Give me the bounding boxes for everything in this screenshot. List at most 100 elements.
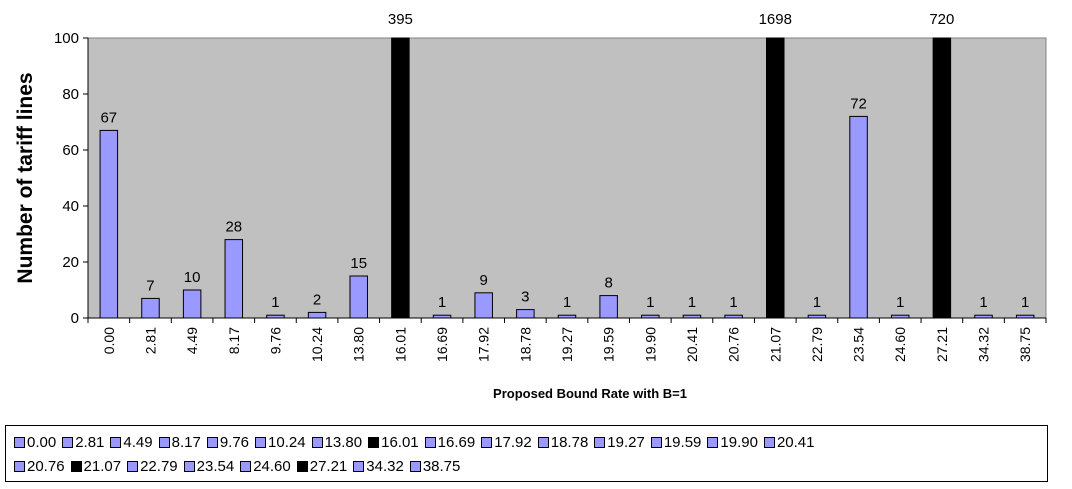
legend-swatch	[127, 460, 139, 472]
legend-label: 20.41	[776, 434, 815, 451]
legend-item-19.59: 19.59	[650, 431, 701, 455]
legend-label: 10.24	[268, 434, 306, 451]
bar-4.49	[182, 289, 202, 319]
legend-item-16.01: 16.01	[368, 431, 419, 455]
legend-label: 19.90	[720, 434, 758, 451]
legend-label: 23.54	[196, 458, 235, 475]
legend-swatch	[206, 436, 218, 448]
data-label: 1	[1021, 294, 1029, 311]
legend-item-18.78: 18.78	[537, 431, 589, 455]
y-axis-title: Number of tariff lines	[14, 72, 37, 283]
data-label: 1	[646, 294, 654, 311]
x-tick-label: 19.59	[601, 327, 617, 362]
data-label: 1	[813, 294, 821, 311]
legend-swatch	[62, 436, 74, 448]
bar-22.79	[807, 314, 827, 319]
legend-label: 19.27	[607, 434, 645, 451]
x-tick-label: 27.21	[934, 327, 950, 362]
legend-swatch	[255, 436, 267, 448]
legend-item-38.75: 38.75	[409, 455, 461, 479]
legend-label: 18.78	[550, 434, 589, 451]
x-tick-label: 19.27	[559, 327, 575, 362]
bar-20.76	[724, 314, 743, 319]
legend-item-34.32: 34.32	[353, 455, 404, 479]
data-label: 2	[313, 291, 321, 308]
x-tick-label: 17.92	[476, 327, 492, 362]
legend-item-24.60: 24.60	[240, 455, 291, 479]
legend-swatch	[481, 436, 493, 448]
x-tick-label: 16.69	[434, 327, 450, 362]
legend-item-17.92: 17.92	[481, 431, 532, 455]
legend-label: 16.01	[381, 434, 419, 451]
legend-item-16.69: 16.69	[424, 431, 476, 455]
data-label: 1	[688, 294, 696, 311]
x-tick-label: 13.80	[351, 327, 367, 362]
bar-16.69	[432, 314, 452, 319]
bar-23.54	[849, 115, 868, 319]
data-label: 720	[929, 11, 954, 28]
y-tick-label: 80	[62, 86, 79, 103]
bar-10.24	[307, 311, 327, 319]
bars	[99, 37, 1035, 319]
y-tick-label: 40	[62, 198, 79, 215]
x-axis: 0.00 2.81 4.49 8.17 9.76 10.24 13.80 16.01 16.69…	[87, 317, 1047, 362]
y-axis: 0 20 40 60 80 100	[54, 30, 89, 327]
legend-label: 16.69	[437, 434, 476, 451]
legend-swatch	[650, 436, 662, 448]
legend-item-9.76: 9.76	[206, 431, 250, 455]
legend-label: 17.92	[494, 434, 532, 451]
bar-17.92	[474, 292, 493, 319]
x-tick-label: 0.00	[101, 327, 117, 354]
x-tick-label: 20.41	[684, 327, 700, 362]
legend-swatch	[763, 436, 775, 448]
legend-item-23.54: 23.54	[183, 455, 235, 479]
legend-label: 22.79	[140, 458, 178, 475]
data-label: 8	[604, 275, 612, 292]
legend-swatch	[537, 436, 549, 448]
data-label: 15	[350, 255, 367, 272]
bar-9.76	[266, 314, 285, 319]
x-tick-label: 19.90	[642, 327, 658, 362]
x-axis-title: Proposed Bound Rate with B=1	[493, 386, 687, 401]
legend-swatch	[240, 460, 252, 472]
data-labels: 67 7 10 28 1 2 15 395 1 9 3 1 8 1 1 1 1698 1 72 1 720 1 1	[100, 11, 1029, 311]
legend-label: 8.17	[171, 434, 201, 451]
bar-16.01	[391, 37, 410, 319]
legend-item-27.21: 27.21	[296, 455, 348, 479]
legend-label: 0.00	[27, 434, 57, 451]
legend-label: 38.75	[422, 458, 461, 475]
legend-swatch	[14, 460, 25, 472]
x-tick-label: 10.24	[309, 327, 325, 362]
y-tick-label: 100	[54, 30, 79, 47]
legend-label: 27.21	[309, 458, 348, 475]
bar-19.27	[557, 314, 577, 319]
bar-34.32	[974, 314, 993, 319]
x-tick-label: 34.32	[976, 327, 992, 362]
data-label: 395	[388, 11, 413, 28]
legend-label: 20.76	[27, 458, 65, 475]
legend-item-0.00: 0.00	[14, 431, 56, 455]
legend-item-20.76: 20.76	[14, 455, 65, 479]
legend-item-4.49: 4.49	[110, 431, 153, 455]
bar-20.41	[682, 314, 702, 319]
legend-item-13.80: 13.80	[311, 431, 362, 455]
legend-item-22.79: 22.79	[127, 455, 178, 479]
legend-item-2.81: 2.81	[62, 431, 104, 455]
data-label: 1698	[759, 11, 792, 28]
x-tick-label: 2.81	[142, 327, 158, 354]
legend-label: 9.76	[219, 434, 250, 451]
x-tick-label: 4.49	[184, 327, 200, 354]
data-label: 72	[850, 95, 867, 112]
legend-label: 24.60	[253, 458, 291, 475]
data-label: 10	[184, 269, 201, 286]
legend-item-19.27: 19.27	[594, 431, 645, 455]
legend-swatch	[594, 436, 606, 448]
y-tick-label: 60	[62, 142, 79, 159]
legend-item-21.07: 21.07	[70, 455, 121, 479]
legend-item-10.24: 10.24	[255, 431, 306, 455]
x-tick-label: 22.79	[809, 327, 825, 362]
bar-0.00	[99, 129, 119, 319]
x-tick-label: 9.76	[267, 327, 283, 354]
legend-swatch	[368, 436, 380, 448]
